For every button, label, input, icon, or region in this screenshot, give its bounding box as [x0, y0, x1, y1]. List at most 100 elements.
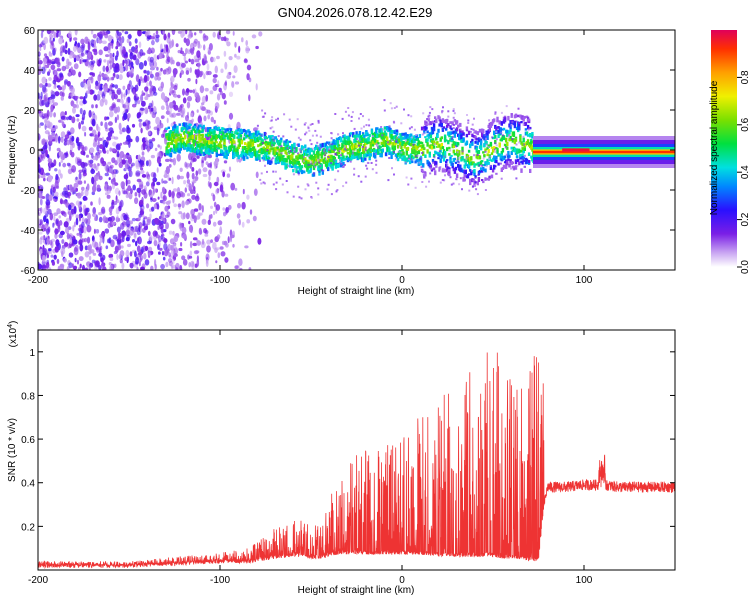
noise-dot: [98, 246, 102, 255]
ridge-cell: [406, 138, 410, 141]
ridge-cell: [226, 128, 229, 132]
ridge-scatter: [298, 196, 301, 199]
noise-dot: [216, 234, 221, 240]
noise-dot: [79, 263, 82, 269]
ridge-cell: [211, 151, 214, 154]
ridge-scatter: [505, 153, 508, 156]
ridge-cell: [446, 124, 449, 128]
ridge-cell: [217, 126, 221, 130]
noise-dot: [172, 243, 177, 251]
noise-dot: [48, 69, 51, 74]
noise-dot: [192, 89, 195, 94]
noise-dot: [39, 83, 44, 88]
ridge-cell: [237, 136, 240, 141]
ridge-cell: [253, 148, 257, 152]
noise-dot: [140, 227, 143, 233]
ridge-cell: [342, 161, 345, 165]
noise-dot: [203, 115, 207, 122]
noise-dot: [168, 230, 173, 235]
noise-dot: [157, 244, 160, 250]
ridge-cell: [502, 164, 506, 169]
ridge-cell: [221, 149, 224, 153]
noise-dot: [72, 107, 76, 114]
ridge-cell: [530, 138, 533, 142]
noise-dot: [198, 212, 203, 216]
ridge-scatter: [311, 147, 314, 150]
noise-dot: [151, 198, 157, 202]
ridge-cell: [479, 167, 483, 171]
ridge-scatter: [261, 142, 264, 144]
ridge-scatter: [261, 115, 264, 118]
noise-dot: [97, 131, 101, 137]
noise-dot: [47, 121, 53, 130]
ridge-cell: [201, 128, 204, 132]
noise-dot: [68, 85, 74, 91]
noise-dot: [65, 227, 70, 234]
noise-dot: [228, 112, 234, 120]
ridge-cell: [225, 132, 228, 137]
noise-dot: [78, 239, 83, 245]
noise-dot: [125, 229, 130, 237]
noise-dot: [88, 248, 92, 255]
ridge-scatter: [328, 148, 331, 151]
ridge-cell: [482, 164, 485, 166]
ridge-scatter: [395, 139, 398, 142]
ridge-cell: [328, 141, 331, 146]
ridge-scatter: [484, 189, 487, 191]
noise-dot: [62, 162, 67, 168]
noise-dot: [98, 216, 103, 223]
ridge-cell: [218, 129, 222, 133]
ridge-scatter: [330, 137, 333, 140]
ridge-scatter: [359, 113, 362, 115]
ridge-cell: [483, 143, 486, 147]
noise-dot: [64, 152, 68, 159]
noise-dot: [73, 37, 78, 41]
ridge-cell: [203, 137, 206, 141]
ridge-scatter: [351, 111, 354, 114]
noise-dot: [138, 121, 142, 128]
ridge-cell: [198, 134, 201, 138]
noise-dot: [45, 120, 49, 127]
noise-dot: [98, 265, 102, 270]
noise-dot: [71, 165, 77, 173]
noise-dot: [161, 178, 164, 184]
noise-dot: [220, 68, 224, 74]
noise-dot: [189, 67, 192, 73]
ridge-cell: [432, 154, 436, 158]
ridge-cell: [525, 131, 529, 135]
ridge-cell: [430, 139, 434, 143]
ridge-scatter: [422, 112, 425, 115]
ridge-scatter: [459, 177, 462, 180]
ridge-cell: [371, 132, 375, 135]
noise-dot: [79, 107, 83, 115]
ridge-cell: [364, 141, 367, 145]
ridge-cell: [445, 163, 448, 168]
noise-dot: [186, 171, 190, 179]
noise-dot: [136, 266, 139, 270]
noise-dot: [78, 172, 82, 180]
noise-dot: [63, 141, 68, 146]
noise-dot: [143, 74, 148, 83]
ridge-scatter: [393, 121, 396, 124]
noise-dot: [213, 119, 216, 124]
ridge-scatter: [527, 128, 530, 131]
ridge-cell: [210, 129, 213, 134]
ridge-cell: [521, 153, 524, 157]
noise-dot: [119, 258, 123, 264]
ridge-cell: [513, 122, 517, 126]
noise-dot: [203, 37, 207, 42]
noise-dot: [209, 182, 212, 189]
noise-dot: [66, 162, 71, 167]
noise-dot: [55, 219, 59, 225]
noise-dot: [76, 259, 80, 265]
noise-dot: [138, 119, 143, 122]
noise-dot: [206, 136, 209, 141]
ridge-cell: [199, 151, 202, 157]
ridge-scatter: [418, 161, 421, 164]
noise-dot: [141, 189, 147, 195]
noise-dot: [201, 102, 205, 106]
ridge-cell: [431, 138, 435, 141]
ridge-cell: [363, 134, 366, 140]
ridge-cell: [238, 143, 241, 147]
noise-dot: [220, 251, 226, 257]
